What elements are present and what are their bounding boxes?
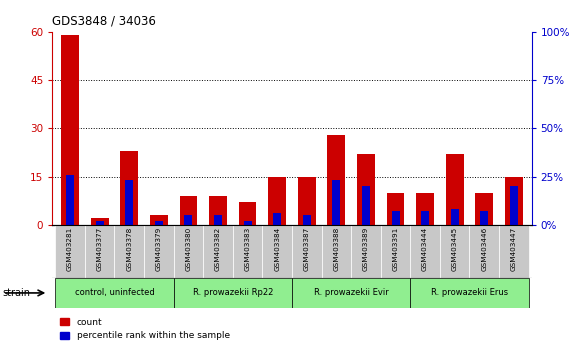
Text: GSM403387: GSM403387 [304, 227, 310, 270]
Bar [155, 221, 163, 225]
Bar [239, 202, 256, 225]
FancyBboxPatch shape [203, 225, 233, 278]
Bar [150, 215, 168, 225]
Legend: count, percentile rank within the sample: count, percentile rank within the sample [57, 314, 234, 344]
FancyBboxPatch shape [351, 225, 381, 278]
Bar [480, 211, 488, 225]
Bar [184, 215, 192, 225]
Bar [298, 177, 315, 225]
Text: GSM403389: GSM403389 [363, 227, 369, 270]
Bar [120, 151, 138, 225]
Text: GSM403379: GSM403379 [156, 227, 162, 270]
Text: R. prowazekii Erus: R. prowazekii Erus [431, 289, 508, 297]
FancyBboxPatch shape [292, 225, 321, 278]
Text: R. prowazekii Rp22: R. prowazekii Rp22 [192, 289, 273, 297]
FancyBboxPatch shape [263, 225, 292, 278]
Bar [273, 213, 281, 225]
Bar [421, 211, 429, 225]
Bar [416, 193, 434, 225]
FancyBboxPatch shape [410, 225, 440, 278]
Bar [96, 221, 103, 225]
Text: GSM403281: GSM403281 [67, 227, 73, 270]
FancyBboxPatch shape [55, 278, 174, 308]
FancyBboxPatch shape [469, 225, 499, 278]
FancyBboxPatch shape [381, 225, 410, 278]
Bar [209, 196, 227, 225]
Bar [510, 186, 518, 225]
Text: GSM403388: GSM403388 [333, 227, 339, 270]
Text: GSM403445: GSM403445 [451, 227, 458, 270]
FancyBboxPatch shape [144, 225, 174, 278]
FancyBboxPatch shape [85, 225, 114, 278]
Text: GSM403380: GSM403380 [185, 227, 191, 270]
Text: strain: strain [3, 288, 31, 298]
FancyBboxPatch shape [499, 225, 529, 278]
FancyBboxPatch shape [233, 225, 263, 278]
FancyBboxPatch shape [410, 278, 529, 308]
Text: GSM403446: GSM403446 [481, 227, 487, 270]
Bar [505, 177, 523, 225]
Bar [125, 181, 133, 225]
Bar [91, 218, 109, 225]
Bar [66, 175, 74, 225]
Text: GSM403377: GSM403377 [96, 227, 103, 270]
Bar [268, 177, 286, 225]
Text: GSM403447: GSM403447 [511, 227, 517, 270]
Bar [451, 209, 458, 225]
Bar [61, 35, 79, 225]
Bar [214, 215, 222, 225]
Text: GDS3848 / 34036: GDS3848 / 34036 [52, 14, 156, 27]
FancyBboxPatch shape [174, 278, 292, 308]
Text: GSM403382: GSM403382 [215, 227, 221, 270]
FancyBboxPatch shape [174, 225, 203, 278]
Text: GSM403384: GSM403384 [274, 227, 280, 270]
Bar [446, 154, 464, 225]
Bar [357, 154, 375, 225]
FancyBboxPatch shape [440, 225, 469, 278]
FancyBboxPatch shape [292, 278, 410, 308]
Text: R. prowazekii Evir: R. prowazekii Evir [314, 289, 389, 297]
Bar [475, 193, 493, 225]
Text: GSM403383: GSM403383 [245, 227, 250, 270]
FancyBboxPatch shape [114, 225, 144, 278]
Bar [362, 186, 370, 225]
FancyBboxPatch shape [55, 225, 85, 278]
Text: GSM403378: GSM403378 [126, 227, 132, 270]
Text: control, uninfected: control, uninfected [74, 289, 155, 297]
Text: GSM403391: GSM403391 [393, 227, 399, 270]
Bar [243, 221, 252, 225]
Bar [392, 211, 400, 225]
FancyBboxPatch shape [321, 225, 351, 278]
Bar [303, 215, 311, 225]
Bar [180, 196, 198, 225]
Bar [386, 193, 404, 225]
Bar [332, 181, 340, 225]
Text: GSM403444: GSM403444 [422, 227, 428, 270]
Bar [328, 135, 345, 225]
